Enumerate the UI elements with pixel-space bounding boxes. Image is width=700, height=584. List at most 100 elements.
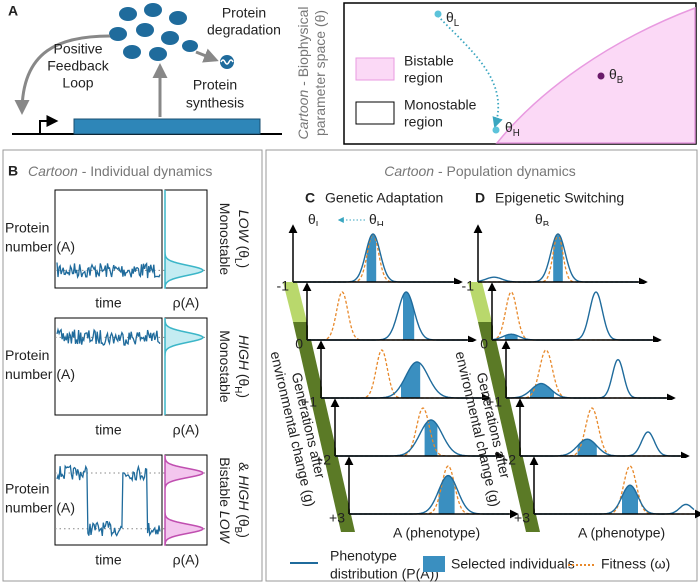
synthesis-label: synthesis [186,95,244,111]
degraded-protein [220,55,234,69]
text-part: θ [369,211,377,227]
gene [73,118,261,135]
legend-bistable: region [404,70,443,86]
theta-b-label: θB [609,66,624,86]
text-part: (θ [236,242,252,259]
degradation-label: degradation [207,22,281,38]
monostable-swatch [355,101,395,125]
y-axis-label: Protein [5,481,49,497]
x-axis-label: time [95,422,122,438]
panel-cd-frame [265,149,698,582]
text-part: Bistable [217,457,233,511]
text-part: Cartoon [295,90,311,140]
generation-label: +2 [315,452,331,468]
text-part: B [543,220,550,231]
state-label: Monostable [217,203,233,276]
promoter [39,115,59,134]
state-label: Bistable LOW [217,457,233,544]
theta-l-point [434,10,442,18]
state-label: Monostable [217,330,233,403]
panel-name: Epigenetic Switching [495,190,624,206]
selected-area [577,439,597,456]
x-axis-label: time [95,295,122,311]
panel-title: Cartoon - Individual dynamics [28,163,212,179]
x-axis-label: A (phenotype) [578,525,665,541]
panel-label: B [8,163,18,179]
generation-bar-top [283,282,307,322]
panel-label: D [475,190,485,206]
generation-label: +3 [329,510,345,526]
selected-area [504,334,518,340]
density [164,318,204,415]
legend-bistable: Bistable [404,53,454,69]
row-background [308,284,468,339]
text-part: θ [505,119,513,135]
density-label: ρ(A) [173,295,200,311]
text-part: ) [236,393,252,398]
selected-area [438,475,455,514]
generation-label: 0 [480,336,488,352]
feedback-arrow [14,34,111,115]
theta-b-point [597,72,605,80]
legend-monostable: region [404,114,443,130]
density [164,455,205,546]
timeseries-frame [54,454,163,546]
text-part: B [232,527,243,534]
selected-area [403,292,415,340]
panel-title: Cartoon - Population dynamics [384,163,575,179]
degradation-label: Protein [222,5,266,21]
bistable-region [495,6,696,144]
panel-b-frame [2,149,263,582]
legend-selected-swatch [423,556,445,572]
state-label: LOW (θL) [232,210,252,268]
generation-label: +1 [301,394,317,410]
y-axis-label: Protein [5,220,49,236]
bistable-swatch [355,57,395,81]
density-label: ρ(A) [173,552,200,568]
density [164,190,204,289]
text-part: HIGH [236,475,252,511]
theta-l-label: θL [446,9,460,29]
row-background [493,284,653,339]
legend-phenotype: Phenotype [330,548,397,564]
feedback-label: Positive [53,41,102,57]
text-part: H [377,220,384,231]
synthesis-label: Protein [193,77,237,93]
trace [56,464,161,538]
feedback-label: Feedback [47,58,109,74]
selected-area [622,485,638,514]
trace [56,327,161,346]
subtitle-theta: θL [308,211,322,231]
text-part: Monostable [217,330,233,403]
text-part: HIGH [236,335,252,371]
x-axis-label: time [95,552,122,568]
legend-selected: Selected individuals [451,556,575,572]
timeseries-frame [54,317,163,416]
row-background [350,458,510,513]
feedback-label: Loop [62,75,93,91]
generation-label: +3 [514,510,530,526]
subtitle-theta: θB [535,211,550,231]
text-part: ) [236,533,252,538]
state-label: HIGH (θH) [232,335,252,398]
text-part: L [316,220,322,231]
legend-fitness: Fitness (ω) [601,556,670,572]
panel-name: Genetic Adaptation [325,190,443,206]
text-part: L [454,18,460,29]
generation-label: -1 [462,278,475,294]
generation-label: +1 [486,394,502,410]
text-part: θ [535,211,543,227]
text-part: θ [308,211,316,227]
text-part: - Biophysical [295,6,311,89]
text-part: L [232,258,243,264]
text-part: H [513,128,520,139]
text-part: B [617,75,624,86]
panel-label: C [305,190,315,206]
state-label: & HIGH (θB) [232,462,252,538]
degraded-wave [220,59,234,65]
text-part: LOW [236,210,252,244]
parameter-space-title: Cartoon - Biophysical [295,6,311,139]
timeseries-frame [54,189,163,289]
density-label: ρ(A) [173,422,200,438]
